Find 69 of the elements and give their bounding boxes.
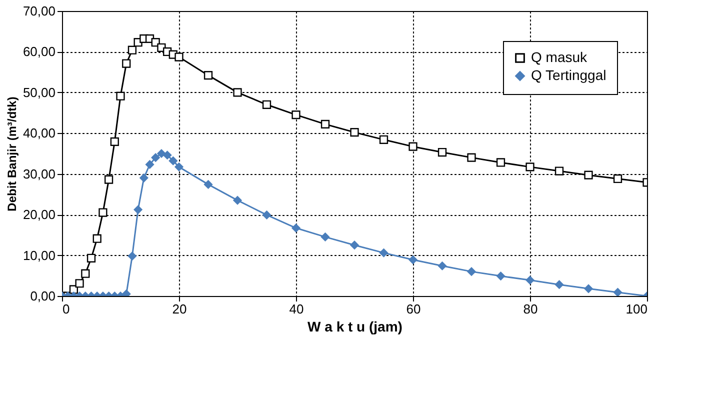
point <box>379 248 388 258</box>
legend-label: Q masuk <box>531 49 588 65</box>
point <box>168 156 178 166</box>
point <box>104 175 114 184</box>
point <box>526 162 534 172</box>
x-tick-label: 100 <box>626 302 648 316</box>
point <box>320 232 330 242</box>
point <box>350 128 359 137</box>
point <box>408 255 418 264</box>
point <box>92 234 102 243</box>
point <box>116 92 125 100</box>
point <box>128 252 137 260</box>
point <box>554 280 564 289</box>
point <box>467 267 476 276</box>
y-tick-label: 60,00 <box>22 44 56 60</box>
point <box>438 262 447 270</box>
y-tick-label: 30,00 <box>22 166 56 182</box>
x-tick-label: 20 <box>172 302 187 316</box>
point <box>122 59 131 68</box>
point <box>81 269 90 278</box>
point <box>496 272 506 280</box>
point <box>408 142 418 151</box>
point <box>262 100 272 109</box>
y-tick-label: 40,00 <box>22 126 56 141</box>
point <box>262 210 272 220</box>
point <box>584 170 593 180</box>
y-tick-label: 10,00 <box>22 248 56 263</box>
point <box>134 205 142 214</box>
point <box>174 162 184 172</box>
x-tick-label: 0 <box>62 302 70 316</box>
point <box>233 196 242 205</box>
x-tick-label: 60 <box>406 302 421 316</box>
point <box>320 120 330 128</box>
point <box>467 153 476 162</box>
point <box>584 284 593 293</box>
point <box>292 110 300 120</box>
point <box>204 180 213 189</box>
point <box>140 174 148 182</box>
point <box>496 158 506 167</box>
point <box>75 279 84 288</box>
y-tick-label: 50,00 <box>22 84 56 100</box>
point <box>350 240 359 250</box>
legend-label: Q Tertinggal <box>531 67 606 83</box>
x-tick-label: 40 <box>289 302 304 316</box>
point <box>151 153 160 162</box>
x-tick-label: 80 <box>523 302 538 316</box>
y-tick-label: 20,00 <box>22 207 56 222</box>
point <box>379 135 388 144</box>
point <box>554 166 564 176</box>
point <box>204 71 213 80</box>
point <box>526 276 534 284</box>
point <box>162 150 172 160</box>
point <box>174 52 184 62</box>
point <box>98 208 108 217</box>
point <box>128 46 137 54</box>
point <box>86 254 96 262</box>
point <box>157 149 166 158</box>
point <box>438 148 447 157</box>
point <box>613 174 622 184</box>
point <box>110 137 119 146</box>
x-axis-title: W a k t u (jam) <box>308 318 402 334</box>
point <box>122 290 131 296</box>
y-tick-label: 70,00 <box>22 4 56 18</box>
point <box>233 88 242 97</box>
point <box>145 160 154 169</box>
y-axis-title: Debit Banjir (m³/dtk) <box>4 96 19 212</box>
point <box>292 224 300 232</box>
point <box>613 288 622 296</box>
y-tick-label: 0,00 <box>30 288 56 304</box>
